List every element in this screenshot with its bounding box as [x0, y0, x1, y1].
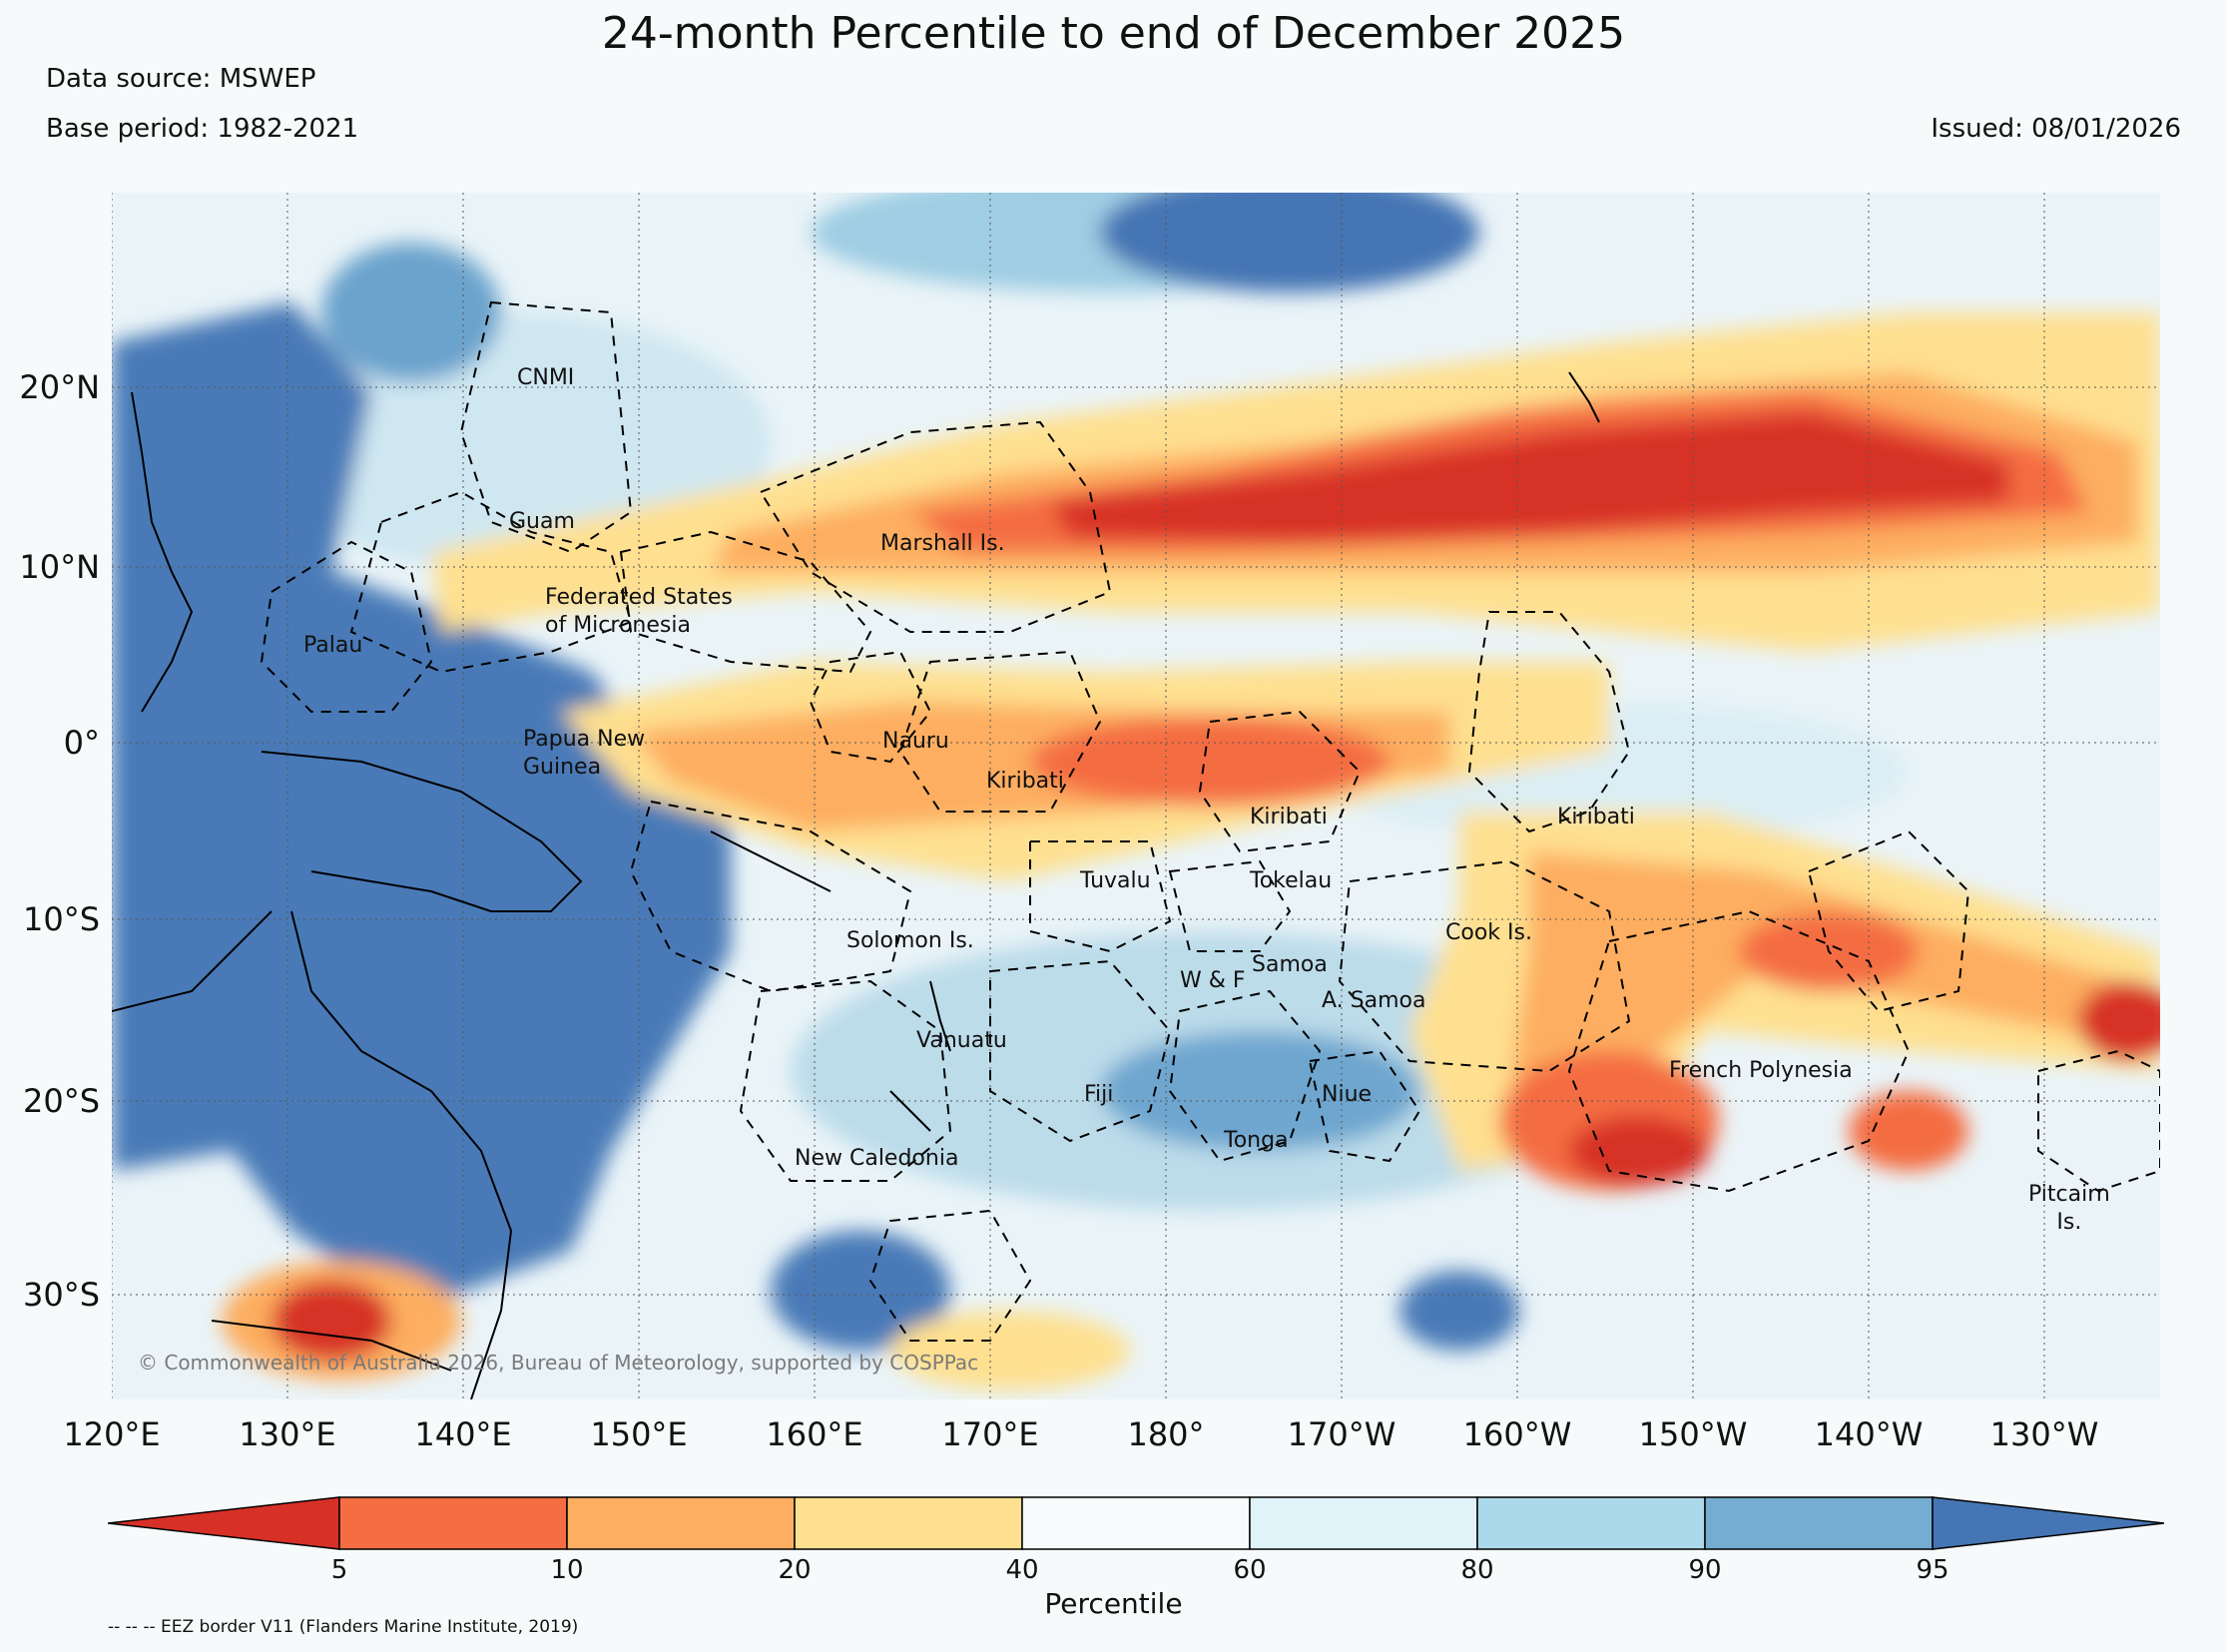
field-below-5	[272, 1281, 391, 1361]
lon-label-140e: 140°E	[414, 1415, 512, 1453]
colorbar-segment-below-5	[108, 1496, 340, 1550]
lat-label-20s: 20°S	[22, 1082, 100, 1120]
colorbar-segment-3	[794, 1496, 1023, 1550]
copyright-notice: © Commonwealth of Australia 2026, Bureau…	[138, 1351, 979, 1375]
coastlines	[112, 371, 1600, 1399]
colorbar-tick-60: 60	[1233, 1555, 1267, 1585]
region-label-pitcairn-is: Pitcairn Is.	[2028, 1182, 2110, 1235]
field-below-5	[1569, 1116, 1709, 1186]
lon-label-150e: 150°E	[590, 1415, 688, 1453]
percentile-field	[112, 193, 2160, 1399]
region-label-cnmi: CNMI	[517, 365, 575, 390]
region-label-kiribati-central: Kiribati	[1250, 805, 1328, 829]
lat-label-10n: 10°N	[19, 548, 100, 586]
field-above-90	[771, 1231, 950, 1351]
region-label-tonga: Tonga	[1224, 1128, 1289, 1153]
lon-label-160e: 160°E	[766, 1415, 863, 1453]
lat-label-0: 0°	[63, 724, 100, 762]
colorbar-segment-4	[1021, 1496, 1251, 1550]
graticule	[112, 193, 2160, 1399]
region-label-wallis-futuna: W & F	[1180, 968, 1246, 993]
region-label-tokelau: Tokelau	[1250, 868, 1333, 893]
region-label-kiribati-west: Kiribati	[986, 769, 1064, 794]
field-below-5	[1050, 412, 2008, 542]
colorbar-segment-6	[1476, 1496, 1706, 1550]
region-label-new-caledonia: New Caledonia	[795, 1146, 959, 1171]
field-above-90	[1100, 193, 1479, 292]
colorbar-segment-5	[1249, 1496, 1478, 1550]
colorbar-tick-20: 20	[778, 1555, 812, 1585]
map-panel: CNMI Guam Marshall Is. Federated States …	[112, 193, 2160, 1399]
region-label-guam: Guam	[509, 509, 575, 534]
lon-label-170e: 170°E	[941, 1415, 1039, 1453]
colorbar-segment-above-95	[1932, 1496, 2164, 1550]
field-below-40	[890, 1311, 1130, 1390]
lat-label-30s: 30°S	[22, 1276, 100, 1314]
region-label-fsm: Federated States of Micronesia	[545, 585, 733, 638]
colorbar	[108, 1496, 2164, 1550]
field-above-90	[1100, 1031, 1419, 1151]
region-label-french-polynesia: French Polynesia	[1669, 1058, 1853, 1083]
region-label-vanuatu: Vanuatu	[916, 1028, 1007, 1053]
region-label-tuvalu: Tuvalu	[1080, 868, 1151, 893]
region-label-marshall-is: Marshall Is.	[880, 531, 1005, 556]
data-source: Data source: MSWEP	[46, 64, 316, 94]
base-period: Base period: 1982-2021	[46, 114, 359, 144]
region-label-png: Papua New Guinea	[523, 727, 646, 780]
region-label-palau: Palau	[303, 633, 363, 658]
field-above-90	[112, 302, 731, 1311]
region-label-american-samoa: A. Samoa	[1322, 988, 1426, 1013]
colorbar-segment-7	[1704, 1496, 1934, 1550]
map-title: 24-month Percentile to end of December 2…	[601, 8, 1626, 59]
field-above-90	[1399, 1271, 1519, 1351]
field-above-90	[321, 243, 501, 382]
colorbar-segment-1	[338, 1496, 568, 1550]
region-label-cook-is: Cook Is.	[1445, 920, 1532, 945]
lon-label-120e: 120°E	[63, 1415, 161, 1453]
region-label-niue: Niue	[1322, 1082, 1373, 1107]
region-label-solomon-is: Solomon Is.	[846, 928, 974, 953]
lon-label-170w: 170°W	[1287, 1415, 1396, 1453]
lon-label-180: 180°	[1127, 1415, 1205, 1453]
colorbar-tick-95: 95	[1916, 1555, 1949, 1585]
lat-label-20n: 20°N	[19, 368, 100, 406]
eez-note: -- -- -- EEZ border V11 (Flanders Marine…	[108, 1617, 579, 1637]
lon-label-160w: 160°W	[1462, 1415, 1572, 1453]
field-below-5	[2078, 981, 2160, 1061]
lon-label-140w: 140°W	[1814, 1415, 1924, 1453]
field-below-10	[1030, 717, 1390, 807]
region-label-nauru: Nauru	[882, 729, 949, 754]
eez-borders	[260, 300, 2160, 1342]
region-label-samoa: Samoa	[1252, 952, 1328, 977]
colorbar-segment-2	[566, 1496, 796, 1550]
lon-label-150w: 150°W	[1638, 1415, 1748, 1453]
region-label-kiribati-east: Kiribati	[1557, 805, 1635, 829]
region-label-fiji: Fiji	[1084, 1082, 1114, 1107]
colorbar-label: Percentile	[1044, 1587, 1183, 1620]
colorbar-tick-80: 80	[1460, 1555, 1494, 1585]
lon-label-130w: 130°W	[1989, 1415, 2099, 1453]
colorbar-tick-90: 90	[1688, 1555, 1722, 1585]
colorbar-tick-5: 5	[330, 1555, 348, 1585]
colorbar-tick-10: 10	[550, 1555, 584, 1585]
lat-label-10s: 10°S	[22, 900, 100, 938]
issued-date: Issued: 08/01/2026	[1931, 114, 2181, 144]
lon-label-130e: 130°E	[239, 1415, 336, 1453]
colorbar-tick-40: 40	[1005, 1555, 1039, 1585]
field-below-10	[1849, 1091, 1968, 1171]
